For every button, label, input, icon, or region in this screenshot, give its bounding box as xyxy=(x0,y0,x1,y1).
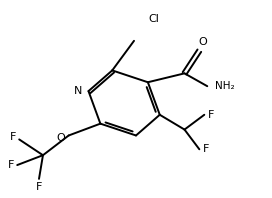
Text: F: F xyxy=(8,160,14,170)
Text: F: F xyxy=(36,182,42,192)
Text: F: F xyxy=(203,144,210,154)
Text: NH₂: NH₂ xyxy=(215,81,235,91)
Text: Cl: Cl xyxy=(148,14,159,24)
Text: O: O xyxy=(56,133,65,143)
Text: F: F xyxy=(10,132,16,142)
Text: N: N xyxy=(74,86,82,96)
Text: O: O xyxy=(198,37,207,47)
Text: F: F xyxy=(208,110,215,120)
